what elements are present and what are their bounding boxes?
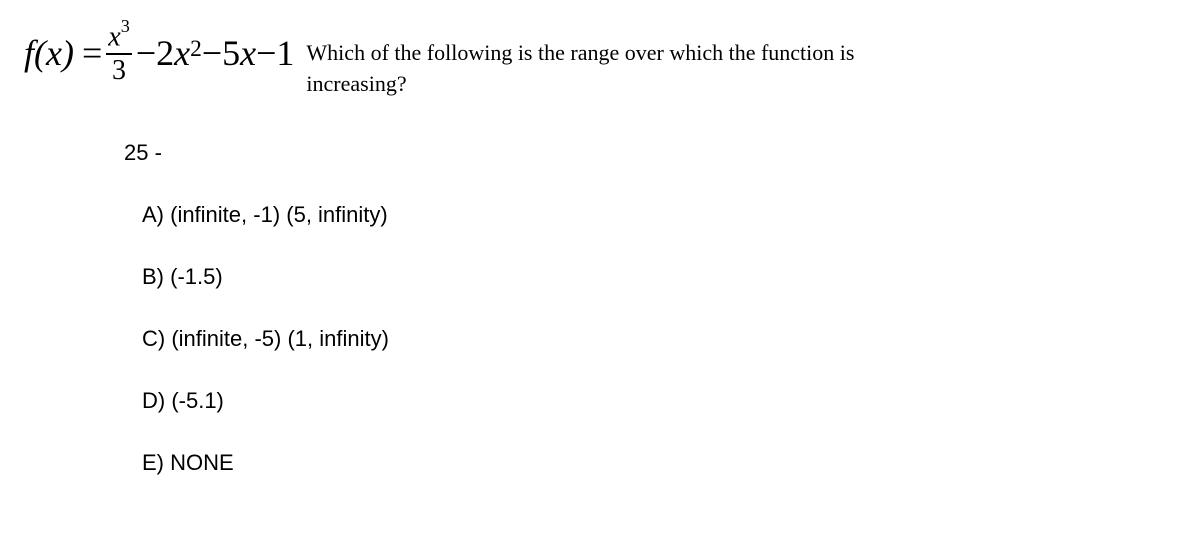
x2-exp: 2 <box>190 36 202 63</box>
minus-3: − <box>256 32 276 74</box>
fraction: x3 3 <box>106 20 132 85</box>
x2-base: x <box>174 32 190 74</box>
option-e[interactable]: E) NONE <box>142 450 1176 476</box>
option-a[interactable]: A) (infinite, -1) (5, infinity) <box>142 202 1176 228</box>
question-text: Which of the following is the range over… <box>306 38 956 100</box>
minus-2: − <box>202 32 222 74</box>
coef-5: 5 <box>222 32 240 74</box>
denominator: 3 <box>112 55 126 85</box>
coef-2: 2 <box>156 32 174 74</box>
num-exp: 3 <box>121 16 130 36</box>
fx-label: f(x) <box>24 32 74 74</box>
numerator: x3 <box>106 20 132 55</box>
num-base: x <box>108 21 120 52</box>
option-d[interactable]: D) (-5.1) <box>142 388 1176 414</box>
options-block: 25 - A) (infinite, -1) (5, infinity) B) … <box>124 140 1176 476</box>
x1: x <box>240 32 256 74</box>
minus-1: − <box>136 32 156 74</box>
const-1: 1 <box>276 32 294 74</box>
option-b[interactable]: B) (-1.5) <box>142 264 1176 290</box>
equation: f(x) = x3 3 − 2x2 − 5x − 1 <box>24 20 294 85</box>
option-c[interactable]: C) (infinite, -5) (1, infinity) <box>142 326 1176 352</box>
equals-sign: = <box>82 32 102 74</box>
top-row: f(x) = x3 3 − 2x2 − 5x − 1 Which of the … <box>24 20 1176 100</box>
question-number: 25 - <box>124 140 1176 166</box>
